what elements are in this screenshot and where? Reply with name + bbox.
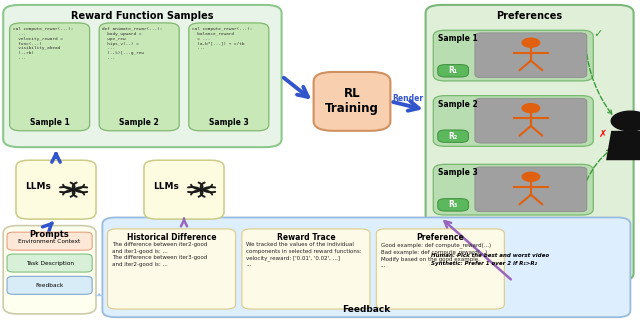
FancyBboxPatch shape [314, 72, 390, 131]
FancyBboxPatch shape [99, 23, 179, 131]
FancyBboxPatch shape [438, 198, 468, 211]
FancyBboxPatch shape [7, 276, 92, 294]
Text: The difference between iter2-good
and iter1-good is: ...
The difference between : The difference between iter2-good and it… [112, 242, 207, 267]
FancyBboxPatch shape [426, 5, 634, 281]
FancyBboxPatch shape [144, 160, 224, 219]
Text: Environment Context: Environment Context [19, 239, 81, 244]
Text: Task Description: Task Description [26, 261, 74, 266]
FancyBboxPatch shape [102, 217, 630, 317]
Text: Preference: Preference [417, 233, 464, 242]
Text: ✗: ✗ [599, 129, 607, 139]
FancyBboxPatch shape [433, 164, 593, 215]
Text: Sample 2: Sample 2 [438, 99, 478, 109]
FancyBboxPatch shape [16, 160, 96, 219]
Text: Reward Trace: Reward Trace [276, 233, 335, 242]
FancyBboxPatch shape [475, 33, 587, 78]
FancyBboxPatch shape [475, 98, 587, 143]
Text: cal compute_rewar(...):
  balance_reward
  = ...
  (a,b*[...]) + c/tb
  ...: cal compute_rewar(...): balance_reward =… [192, 27, 252, 50]
FancyBboxPatch shape [3, 226, 96, 314]
FancyBboxPatch shape [242, 229, 370, 309]
Circle shape [611, 111, 640, 131]
Text: RL
Training: RL Training [325, 87, 379, 115]
FancyBboxPatch shape [7, 254, 92, 272]
Text: Prompts: Prompts [29, 230, 70, 239]
FancyBboxPatch shape [433, 95, 593, 146]
FancyBboxPatch shape [108, 229, 236, 309]
FancyBboxPatch shape [10, 23, 90, 131]
Text: LLMs: LLMs [26, 182, 51, 191]
Text: ✓: ✓ [594, 29, 603, 39]
Polygon shape [606, 131, 640, 160]
Text: Feedback: Feedback [35, 283, 64, 288]
Text: R₃: R₃ [449, 200, 458, 209]
Text: def animate_rewar(...):
  body_upward =
  upv_rew
  hips_v(..) =
  ...
  (.,%)[.: def animate_rewar(...): body_upward = up… [102, 27, 163, 60]
Text: Sample 1: Sample 1 [29, 118, 70, 127]
Text: Sample 1: Sample 1 [438, 34, 478, 43]
FancyBboxPatch shape [376, 229, 504, 309]
Text: Feedback: Feedback [342, 305, 390, 314]
FancyBboxPatch shape [433, 30, 593, 81]
Text: Historical Difference: Historical Difference [127, 233, 216, 242]
FancyBboxPatch shape [189, 23, 269, 131]
Text: Synthetic: Prefer 1 over 2 if R₁>R₂: Synthetic: Prefer 1 over 2 if R₁>R₂ [431, 261, 537, 266]
Text: LLMs: LLMs [154, 182, 179, 191]
FancyBboxPatch shape [438, 64, 468, 77]
Circle shape [522, 172, 540, 181]
Circle shape [522, 104, 540, 112]
Text: Render: Render [392, 94, 424, 103]
Circle shape [522, 38, 540, 47]
Text: R₁: R₁ [449, 66, 458, 75]
Text: Good example: def compute_reward(...)
Bad example: def compute_reward(...)
Modif: Good example: def compute_reward(...) Ba… [381, 242, 491, 268]
Text: R₂: R₂ [449, 132, 458, 141]
Text: Human: Pick the best and worst video: Human: Pick the best and worst video [431, 253, 549, 258]
FancyBboxPatch shape [438, 130, 468, 143]
Text: Sample 3: Sample 3 [438, 168, 478, 177]
Text: Sample 2: Sample 2 [119, 118, 159, 127]
Text: Reward Function Samples: Reward Function Samples [71, 11, 214, 21]
FancyBboxPatch shape [475, 167, 587, 212]
Text: We tracked the values of the individual
components in selected reward functions:: We tracked the values of the individual … [246, 242, 362, 267]
Text: cal compute_rewar(...):
  ...
  velocity_reward =
  func(...)
  visibility_ahead: cal compute_rewar(...): ... velocity_rew… [13, 27, 73, 60]
Text: Preferences: Preferences [497, 11, 563, 22]
Text: Sample 3: Sample 3 [209, 118, 249, 127]
FancyBboxPatch shape [7, 232, 92, 250]
FancyBboxPatch shape [3, 5, 282, 147]
